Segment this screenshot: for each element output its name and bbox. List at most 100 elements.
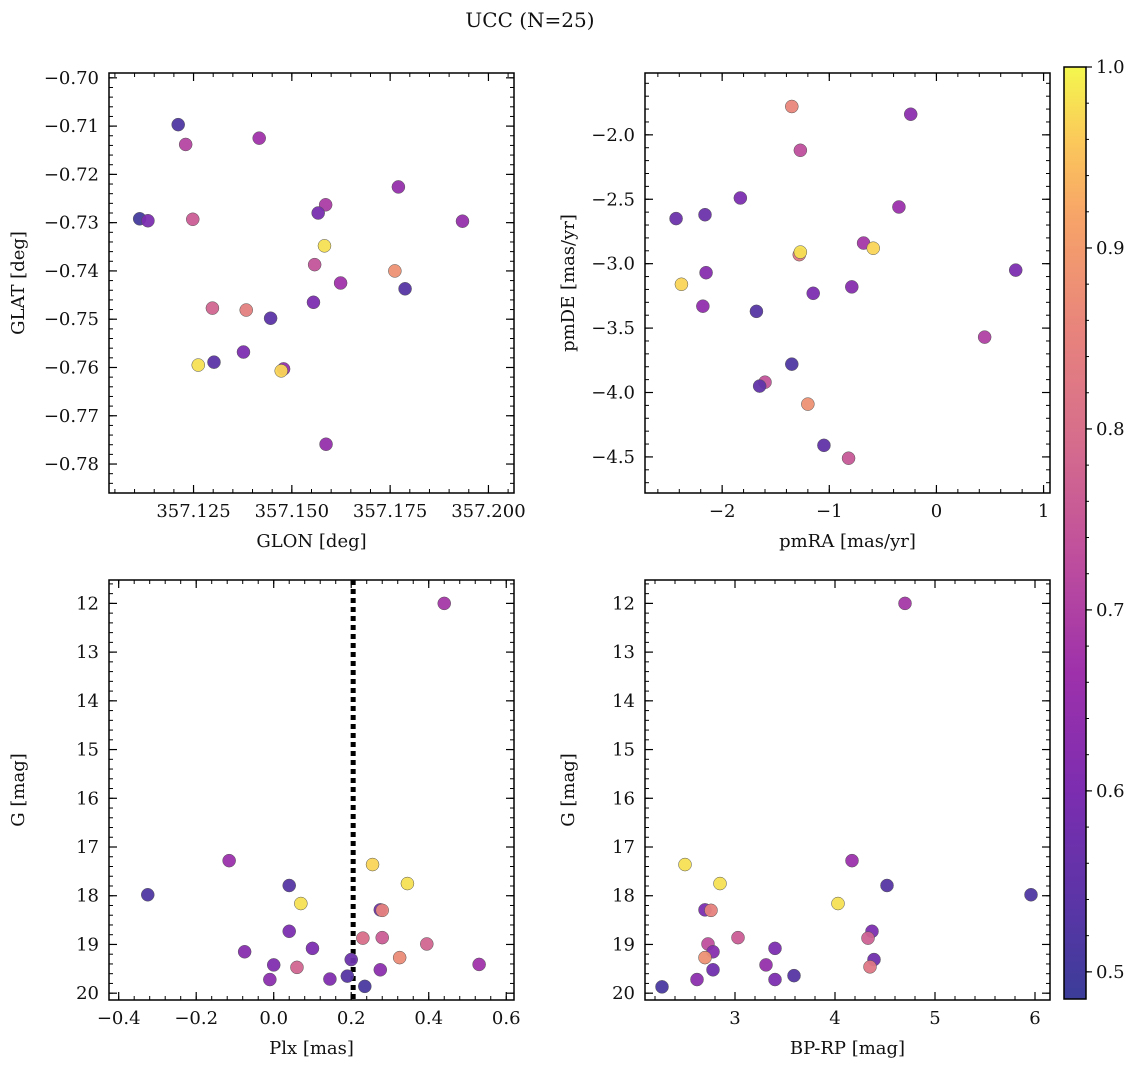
scatter-point bbox=[191, 358, 206, 372]
scatter-point bbox=[294, 896, 308, 911]
x-tick-label: 357.150 bbox=[255, 501, 329, 522]
x-tick-label: 357.125 bbox=[156, 501, 230, 522]
scatter-point bbox=[793, 143, 808, 158]
scatter-point bbox=[713, 876, 727, 891]
scatter-point bbox=[222, 853, 236, 868]
y-tick-label: 17 bbox=[612, 837, 635, 858]
scatter-point bbox=[263, 972, 277, 987]
scatter-point bbox=[237, 945, 252, 959]
scatter-point bbox=[669, 211, 683, 226]
scatter-point bbox=[311, 206, 325, 220]
y-tick-label: −4.0 bbox=[591, 383, 635, 404]
y-tick-label: −0.76 bbox=[44, 357, 99, 378]
scatter-point bbox=[733, 191, 748, 205]
panel-bprp-g: 3 4 5 6 12 13 14 15 16 17 18 19 20 BP-RP [mag] G [mag] bbox=[558, 579, 1051, 1059]
scatter-point bbox=[333, 276, 348, 290]
scatter-point bbox=[841, 451, 856, 465]
scatter-point bbox=[698, 950, 712, 965]
x-axis-label: BP-RP [mag] bbox=[790, 1038, 905, 1059]
scatter-point bbox=[845, 853, 859, 868]
scatter-point bbox=[388, 264, 402, 278]
scatter-point bbox=[787, 968, 801, 983]
y-axis-label: G [mag] bbox=[558, 753, 579, 826]
scatter-point bbox=[806, 286, 820, 301]
scatter-point bbox=[319, 437, 333, 451]
y-tick-label: −2.0 bbox=[591, 125, 635, 146]
scatter-point bbox=[655, 980, 669, 994]
scatter-point bbox=[252, 131, 266, 145]
scatter-point bbox=[141, 888, 155, 902]
y-tick-label: −0.73 bbox=[44, 213, 99, 234]
scatter-point bbox=[282, 878, 296, 893]
minor-ticks bbox=[645, 580, 1050, 1000]
scatter-point bbox=[274, 364, 288, 378]
y-tick-label: 18 bbox=[612, 886, 635, 907]
scatter-point bbox=[236, 345, 251, 359]
y-tick-label: 16 bbox=[76, 788, 99, 809]
scatter-point bbox=[290, 960, 304, 975]
scatter-point bbox=[831, 896, 845, 911]
y-tick-label: 16 bbox=[612, 788, 635, 809]
scatter-point bbox=[866, 241, 880, 255]
scatter-point bbox=[340, 969, 355, 983]
minor-ticks bbox=[109, 580, 514, 1000]
y-tick-label: 13 bbox=[612, 642, 635, 663]
scatter-point bbox=[305, 941, 320, 956]
colorbar-tick-label: 0.8 bbox=[1096, 419, 1125, 440]
scatter-point bbox=[801, 397, 815, 411]
scatter-point bbox=[455, 214, 470, 228]
scatter-point bbox=[205, 301, 220, 315]
scatter-point bbox=[207, 355, 221, 369]
scatter-point bbox=[356, 931, 370, 945]
y-tick-label: −0.72 bbox=[44, 164, 99, 185]
y-tick-label: 14 bbox=[76, 691, 99, 712]
scatter-point bbox=[696, 299, 710, 313]
axes-frame bbox=[108, 72, 515, 494]
x-tick-label: 1 bbox=[1038, 501, 1049, 522]
scatter-point bbox=[1008, 263, 1023, 277]
colorbar-tick-label: 0.9 bbox=[1096, 238, 1125, 259]
scatter-point bbox=[752, 379, 767, 393]
scatter-point bbox=[845, 280, 859, 294]
scatter-point bbox=[704, 903, 718, 918]
x-tick-label: 6 bbox=[1029, 1008, 1040, 1029]
y-tick-label: −4.5 bbox=[591, 447, 635, 468]
x-tick-label: 357.200 bbox=[451, 501, 525, 522]
scatter-point bbox=[391, 180, 406, 194]
y-tick-label: 12 bbox=[612, 593, 635, 614]
x-tick-label: 357.175 bbox=[353, 501, 427, 522]
scatter-point bbox=[1024, 888, 1038, 902]
x-tick-label: 4 bbox=[829, 1008, 840, 1029]
y-tick-label: 20 bbox=[612, 983, 635, 1004]
y-tick-label: 13 bbox=[76, 642, 99, 663]
scatter-point bbox=[699, 265, 713, 280]
y-axis-label: G [mag] bbox=[8, 753, 29, 826]
y-tick-label: 15 bbox=[612, 740, 635, 761]
x-axis-label: Plx [mas] bbox=[269, 1038, 354, 1059]
y-tick-label: 18 bbox=[76, 886, 99, 907]
x-tick-label: 0.4 bbox=[414, 1008, 443, 1029]
panel-glon-glat: 357.125 357.150 357.175 357.200 −0.70 −0.71 −0… bbox=[8, 68, 526, 552]
x-tick-label: 0.2 bbox=[337, 1008, 366, 1029]
x-tick-label: −2 bbox=[709, 501, 736, 522]
scatter-point bbox=[358, 979, 372, 994]
scatter-point bbox=[903, 107, 918, 121]
axes-frame bbox=[644, 579, 1051, 1001]
x-tick-label: 0.6 bbox=[492, 1008, 521, 1029]
minor-ticks bbox=[109, 73, 514, 493]
axes-frame bbox=[108, 579, 515, 1001]
scatter-point bbox=[420, 937, 434, 951]
scatter-point bbox=[375, 930, 389, 945]
scatter-point bbox=[892, 200, 906, 214]
y-tick-label: −0.77 bbox=[44, 406, 99, 427]
x-tick-label: 0.0 bbox=[259, 1008, 288, 1029]
scatter-point bbox=[768, 941, 782, 956]
scatter-point bbox=[898, 596, 912, 611]
scatter-point bbox=[880, 878, 894, 893]
colorbar: 0.5 0.6 0.7 0.8 0.9 1.0 bbox=[1063, 57, 1125, 1000]
scatter-point bbox=[731, 930, 745, 945]
scatter-point bbox=[398, 282, 412, 296]
scatter-point bbox=[307, 257, 322, 272]
figure-title: UCC (N=25) bbox=[465, 8, 595, 32]
